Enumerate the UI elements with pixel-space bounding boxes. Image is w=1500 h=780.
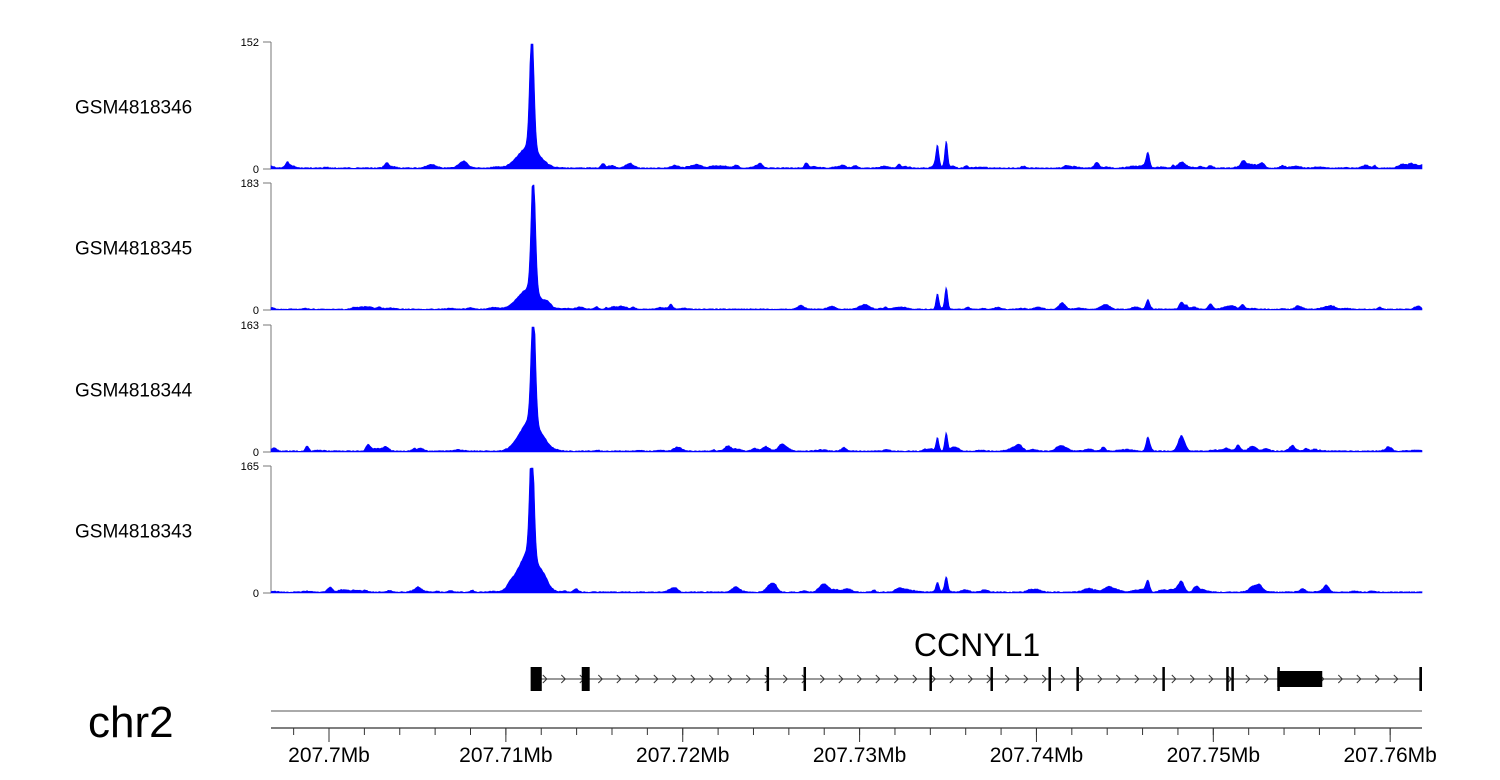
- strand-arrow-icon: [597, 674, 604, 684]
- strand-arrow-icon: [745, 674, 752, 684]
- x-tick-label: 207.75Mb: [1167, 744, 1260, 767]
- strand-arrow-icon: [542, 674, 548, 684]
- exon: [1277, 667, 1280, 691]
- strand-arrow-icon: [856, 674, 863, 684]
- track-label: GSM4818343: [75, 522, 192, 543]
- exon: [929, 667, 932, 691]
- strand-arrow-icon: [708, 674, 715, 684]
- x-tick-label: 207.76Mb: [1343, 744, 1436, 767]
- exon: [1048, 667, 1051, 691]
- strand-arrow-icon: [838, 674, 844, 684]
- genome-axis: chr2 207.7Mb 207.71Mb 207.72Mb 207.73Mb 207.…: [88, 698, 1437, 767]
- strand-arrow-icon: [1337, 674, 1344, 684]
- y-max-label: 165: [241, 461, 259, 473]
- strand-arrow-icon: [616, 674, 622, 684]
- strand-arrow-icon: [875, 674, 881, 684]
- track-label: GSM4818344: [75, 381, 193, 402]
- strand-arrow-icon: [1134, 674, 1140, 684]
- strand-arrow-icon: [782, 674, 789, 684]
- x-tick-label: 207.72Mb: [636, 744, 729, 767]
- strand-arrow-icon: [1393, 674, 1399, 684]
- track-label: GSM4818346: [75, 98, 192, 119]
- strand-arrow-icon: [1078, 674, 1085, 684]
- track-GSM4818346: GSM4818346 152 0: [75, 37, 1423, 176]
- exon: [1277, 671, 1323, 687]
- strand-arrow-icon: [930, 674, 937, 684]
- strand-arrow-icon: [560, 674, 567, 684]
- track-GSM4818343: GSM4818343 165 0: [75, 461, 1423, 600]
- exon: [1419, 667, 1422, 691]
- strand-arrow-icon: [819, 674, 826, 684]
- exon: [530, 667, 542, 691]
- strand-arrow-icon: [1152, 674, 1159, 684]
- track-GSM4818344: GSM4818344 163 0: [75, 320, 1423, 459]
- strand-arrow-icon: [1189, 674, 1196, 684]
- strand-arrow-icon: [1097, 674, 1103, 684]
- exon: [803, 667, 807, 691]
- signal-area: [270, 43, 1423, 170]
- y-min-label: 0: [253, 447, 259, 459]
- strand-arrow-icon: [690, 674, 696, 684]
- strand-arrow-icon: [671, 674, 678, 684]
- strand-arrow-icon: [1023, 674, 1029, 684]
- y-max-label: 183: [241, 178, 259, 190]
- strand-arrow-icon: [912, 674, 918, 684]
- track-label: GSM4818345: [75, 239, 192, 260]
- gene-track: CCNYL1: [530, 627, 1422, 691]
- signal-area: [270, 326, 1423, 453]
- signal-area: [270, 467, 1423, 594]
- exon: [766, 667, 770, 691]
- exon: [1076, 667, 1079, 691]
- exon: [1226, 667, 1229, 691]
- strand-arrow-icon: [893, 674, 900, 684]
- strand-arrow-icon: [1060, 674, 1066, 684]
- chromosome-label: chr2: [88, 698, 174, 747]
- y-min-label: 0: [253, 305, 259, 317]
- x-tick-label: 207.71Mb: [459, 744, 552, 767]
- exon: [1162, 667, 1165, 691]
- exon: [1231, 667, 1234, 691]
- strand-arrow-icon: [1356, 674, 1362, 684]
- strand-arrow-icon: [1263, 674, 1270, 684]
- x-tick-label: 207.74Mb: [990, 744, 1083, 767]
- strand-arrow-icon: [1171, 674, 1177, 684]
- x-tick-label: 207.7Mb: [288, 744, 370, 767]
- strand-arrow-icon: [1041, 674, 1048, 684]
- strand-arrow-icon: [1374, 674, 1381, 684]
- strand-arrow-icon: [1245, 674, 1251, 684]
- track-GSM4818345: GSM4818345 183 0: [75, 178, 1423, 317]
- gene-name-label: CCNYL1: [914, 627, 1040, 663]
- y-min-label: 0: [253, 588, 259, 600]
- x-tick-label: 207.73Mb: [813, 744, 906, 767]
- strand-arrow-icon: [949, 674, 955, 684]
- exon: [990, 667, 993, 691]
- y-max-label: 152: [241, 37, 259, 49]
- strand-arrow-icon: [1208, 674, 1214, 684]
- strand-arrow-icon: [1115, 674, 1122, 684]
- signal-area: [270, 184, 1423, 311]
- exon: [581, 667, 590, 691]
- strand-arrow-icon: [634, 674, 641, 684]
- signal-tracks: GSM4818346 152 0 GSM4818345 183 0 GSM4818344 16…: [75, 37, 1423, 600]
- strand-arrow-icon: [967, 674, 974, 684]
- y-min-label: 0: [253, 164, 259, 176]
- y-max-label: 163: [241, 320, 259, 332]
- strand-arrow-icon: [727, 674, 733, 684]
- strand-arrow-icon: [653, 674, 659, 684]
- strand-arrow-icon: [1004, 674, 1011, 684]
